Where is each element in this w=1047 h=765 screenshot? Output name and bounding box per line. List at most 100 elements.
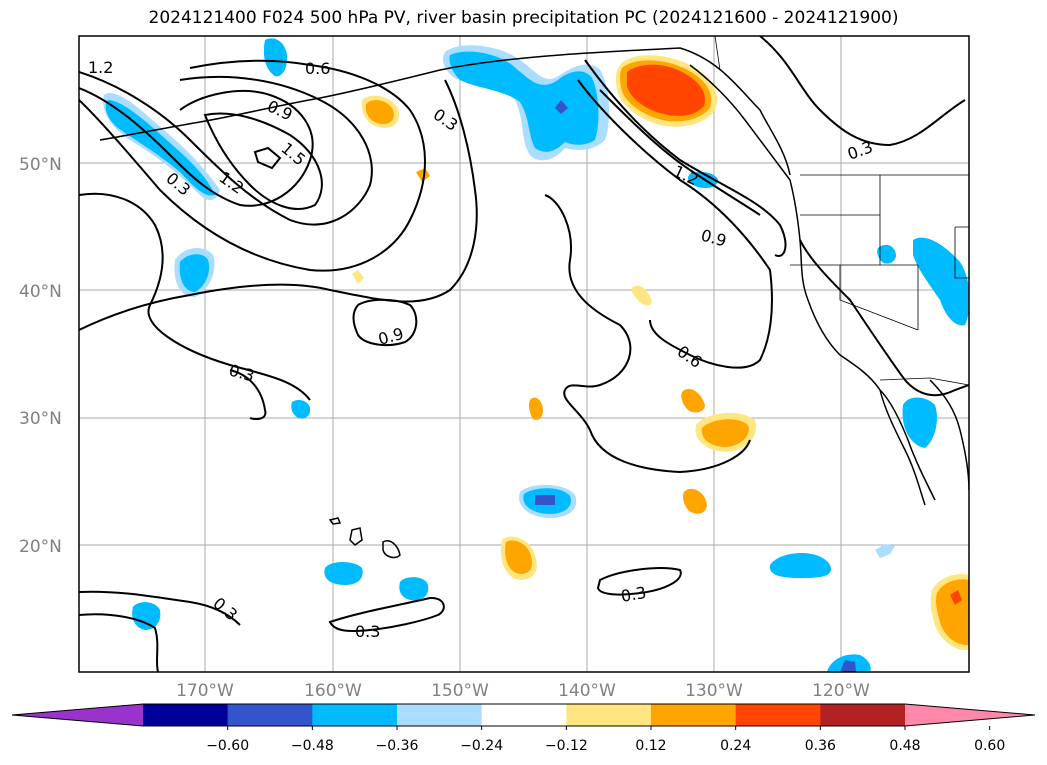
colorbar-tick-label: 0.60 (974, 738, 1005, 754)
colorbar-segment (820, 704, 906, 726)
contour-label: 0.3 (845, 137, 875, 164)
pos-blob-31n (681, 388, 705, 413)
lat-label: 20°N (19, 537, 62, 557)
contour-label: 0.6 (674, 342, 706, 372)
contour-0.3-center-arc (229, 369, 267, 420)
lat-label: 30°N (19, 409, 62, 429)
neg-blob-168w (132, 602, 161, 630)
colorbar-segment (735, 704, 821, 726)
hawaii-1 (328, 517, 342, 525)
map-plot-area: 1.2 0.6 0.9 1.5 1.2 0.3 0.3 1.2 0.9 0.3 … (79, 36, 969, 672)
colorbar-segment (227, 704, 313, 726)
neg-blob-gulf-core (449, 51, 599, 152)
colorbar-outline (11, 703, 1036, 727)
pos-blob-31n-b (528, 397, 543, 420)
colorbar-segment (481, 704, 567, 726)
contour-0.6 (79, 59, 426, 272)
pos-blob-small-a (416, 168, 430, 182)
contour-1.2-east (599, 89, 761, 216)
colorbar-tick-label: −0.60 (206, 738, 249, 754)
neg-blob-sub (291, 400, 311, 419)
contour-label: 1.5 (277, 139, 309, 170)
colorbar-segment (143, 704, 229, 726)
colorbar-tick-label: −0.48 (291, 738, 334, 754)
contour-0.3-swfar (79, 613, 159, 672)
colorbar-tick-label: −0.24 (460, 738, 503, 754)
precip-fill-positive (352, 55, 969, 651)
neg-blob-hawaii-s (399, 577, 429, 601)
neg-blob-east-a (769, 552, 831, 578)
lat-label: 50°N (19, 155, 62, 175)
contour-label: 1.2 (88, 58, 113, 77)
contour-label: 0.9 (699, 226, 729, 251)
lon-label: 120°W (812, 681, 870, 701)
colorbar-tick-label: 0.24 (720, 738, 751, 754)
coast-mexico (929, 379, 969, 491)
contour-0.3-east-coast (799, 239, 969, 397)
contour-0.9-nw (79, 71, 373, 226)
pos-blob-40n (631, 285, 652, 306)
neg-blob-small-f (875, 544, 895, 558)
lon-label: 140°W (558, 681, 616, 701)
colorbar-tick-label: 0.36 (805, 738, 836, 754)
contour-0.3-s (328, 596, 445, 632)
borders (714, 36, 969, 386)
map-frame (78, 35, 970, 673)
contour-0.3-sw (79, 590, 241, 626)
pos-blob-east-core (936, 579, 969, 646)
neg-blob-baja (902, 397, 937, 448)
hawaii-2 (349, 527, 363, 546)
pos-blob-bc-core (627, 64, 706, 116)
colorbar-extend-high (905, 704, 1035, 726)
pos-blob-30n-core (701, 419, 749, 447)
colorbar-tick-label: 0.12 (635, 738, 666, 754)
state-ca-nv (839, 265, 919, 331)
pos-blob-small-b (352, 270, 364, 284)
pv-contours (79, 36, 969, 672)
neg-blob-175w-core (179, 254, 210, 292)
hawaii-3 (382, 540, 401, 559)
neg-blob-bottom-peak (840, 660, 856, 672)
contour-1.2-nw (79, 87, 314, 207)
neg-blob-nevada (913, 237, 969, 326)
colorbar-segment (566, 704, 652, 726)
neg-blob-gulf-peak (555, 100, 568, 114)
contour-0.6-east (577, 79, 773, 369)
contour-label: 0.3 (227, 361, 257, 386)
coast-bc (689, 64, 801, 241)
lon-label: 170°W (176, 681, 234, 701)
latitude-labels: 50°N 40°N 30°N 20°N (19, 155, 62, 557)
lon-label: 150°W (431, 681, 489, 701)
coastlines (99, 47, 969, 559)
contour-0.9-center (352, 298, 418, 347)
colorbar-tick-label: 0.48 (889, 738, 920, 754)
contour-1.5 (203, 112, 323, 210)
contour-0.3-tropic (596, 567, 682, 596)
neg-blob-dateline (263, 38, 288, 77)
pos-blob-22n-core (505, 540, 532, 574)
contour-0.9-east (584, 59, 787, 257)
contour-east-wave (544, 194, 751, 474)
contour-label: 0.3 (619, 583, 647, 606)
contour-label: 0.9 (264, 96, 295, 124)
colorbar-segment (651, 704, 737, 726)
lon-label: 160°W (304, 681, 362, 701)
border-alaska (714, 36, 721, 71)
coast-alaska (99, 47, 791, 176)
coast-baja (879, 389, 926, 506)
coast-west-us (799, 239, 936, 501)
contour-0.3-ne (759, 36, 966, 147)
contour-label: 0.9 (376, 324, 406, 349)
state-ut (954, 226, 969, 279)
pos-blob-gulf-sm-core (365, 100, 394, 124)
contour-label: 0.3 (209, 594, 241, 625)
colorbar-tick-label: −0.36 (376, 738, 419, 754)
pos-blob-24n (683, 488, 707, 514)
longitude-labels: 170°W 160°W 150°W 140°W 130°W 120°W (176, 681, 870, 701)
colorbar-tick-label: −0.12 (545, 738, 588, 754)
colorbar-extend-low (12, 704, 143, 726)
contour-labels: 1.2 0.6 0.9 1.5 1.2 0.3 0.3 1.2 0.9 0.3 … (88, 58, 875, 641)
contour-0.3-main (79, 192, 311, 401)
neg-blob-tropics-a-peak (535, 495, 555, 505)
pos-blob-east-peak (950, 590, 962, 605)
